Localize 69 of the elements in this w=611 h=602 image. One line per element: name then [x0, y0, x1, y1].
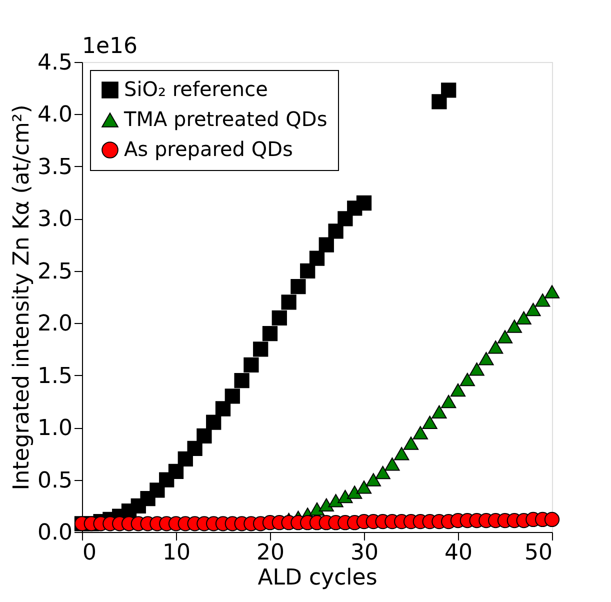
y-tick-label: 4.0: [38, 102, 72, 128]
legend-label: SiO₂ reference: [124, 77, 268, 101]
y-tick-label: 2.0: [38, 312, 72, 337]
point: [224, 388, 240, 404]
point: [384, 457, 400, 471]
y-tick-label: 0.0: [38, 520, 72, 546]
point: [544, 512, 560, 528]
y-axis-title: Integrated intensity Zn Kα (at/cm²): [10, 104, 35, 490]
point: [375, 466, 390, 480]
point: [394, 447, 410, 460]
point: [488, 340, 504, 354]
point: [347, 486, 362, 499]
point: [338, 490, 353, 504]
point: [441, 82, 456, 98]
x-tick-label: 0: [82, 540, 96, 566]
point: [422, 416, 438, 429]
x-tick-label: 30: [350, 540, 378, 566]
point: [469, 362, 484, 376]
point: [206, 414, 222, 430]
point: [318, 237, 334, 252]
point: [244, 357, 259, 372]
y-tick-label: 0.5: [38, 468, 72, 494]
point: [318, 498, 334, 512]
point: [544, 285, 560, 298]
point: [187, 440, 202, 456]
point: [253, 342, 268, 357]
point: [309, 502, 325, 516]
point: [412, 426, 428, 440]
point: [272, 310, 287, 326]
x-tick-label: 40: [444, 540, 472, 566]
point: [356, 480, 372, 494]
point: [535, 294, 550, 307]
point: [403, 436, 419, 450]
point: [290, 278, 306, 294]
x-tick-label: 10: [162, 540, 190, 566]
point: [506, 320, 522, 333]
point: [281, 294, 296, 310]
y-tick-label: 4.5: [38, 50, 72, 76]
x-tick-label: 50: [524, 540, 552, 566]
x-axis-title: ALD cycles: [258, 566, 378, 590]
point: [432, 94, 447, 110]
x-tick-label: 20: [256, 540, 284, 566]
y-tick-label: 1.0: [38, 416, 72, 442]
text: 1e16: [82, 34, 138, 59]
point: [168, 464, 184, 479]
point: [516, 311, 532, 325]
point: [196, 428, 212, 444]
y-tick-label: 3.0: [38, 207, 72, 232]
point: [262, 326, 278, 342]
point: [215, 401, 231, 416]
point: [234, 372, 250, 388]
y-tick-label: 1.5: [38, 364, 72, 389]
point: [497, 330, 513, 344]
point: [432, 405, 447, 419]
legend-label: TMA pretreated QDs: [123, 107, 328, 131]
y-tick-label: 2.5: [38, 259, 72, 284]
point: [441, 394, 456, 408]
point: [328, 494, 344, 508]
point: [366, 473, 381, 486]
point: [460, 372, 475, 386]
point: [450, 383, 466, 397]
point: [356, 195, 372, 211]
point: [526, 302, 541, 316]
point: [328, 224, 344, 239]
point: [300, 263, 316, 278]
y-tick-label: 3.5: [38, 154, 72, 180]
point: [478, 352, 494, 366]
legend-label: As prepared QDs: [124, 137, 293, 161]
point: [309, 250, 325, 266]
